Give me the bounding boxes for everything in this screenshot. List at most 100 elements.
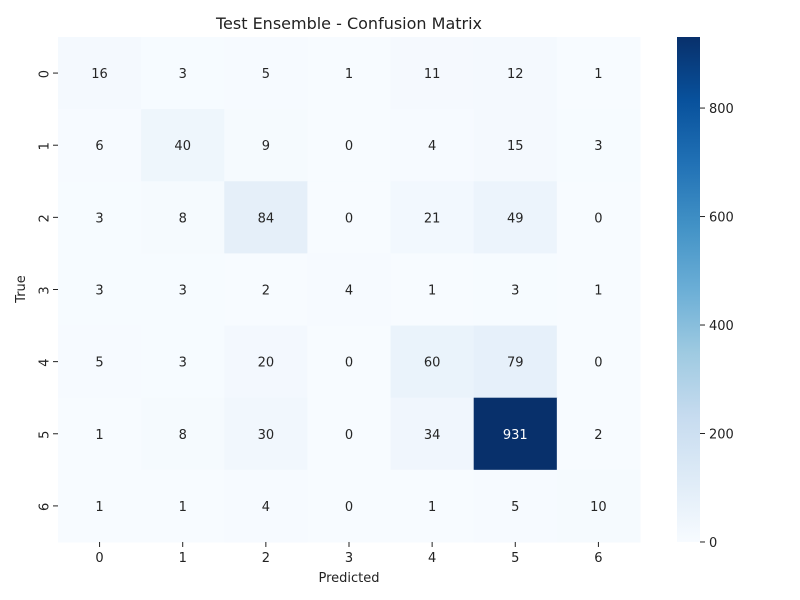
cell-value-label: 12: [507, 67, 524, 82]
cell-value-label: 1: [428, 500, 436, 515]
heatmap-cell: [141, 181, 225, 254]
heatmap-cell: [141, 253, 225, 327]
cell-value-label: 6: [95, 139, 103, 154]
heatmap-cell: [307, 181, 392, 254]
cell-value-label: 60: [424, 356, 441, 371]
cell-value-label: 1: [345, 67, 353, 82]
heatmap-cell: [556, 181, 641, 254]
cell-value-label: 9: [262, 139, 270, 154]
cell-value-label: 11: [424, 67, 441, 82]
cell-value-label: 30: [258, 428, 275, 443]
cell-value-label: 5: [95, 356, 103, 371]
heatmap-cell: [58, 181, 142, 254]
heatmap-cell: [141, 325, 225, 399]
cell-value-label: 1: [95, 428, 103, 443]
heatmap-cell: [556, 325, 641, 399]
heatmap-cell: [58, 253, 142, 327]
x-axis-label: Predicted: [318, 571, 379, 586]
cell-value-label: 3: [594, 139, 602, 154]
colorbar-tick-label: 400: [709, 319, 734, 334]
heatmap-cell: [58, 469, 142, 543]
heatmap-cell: [473, 109, 558, 182]
cell-value-label: 0: [594, 356, 602, 371]
heatmap-cell: [307, 253, 392, 327]
cell-value-label: 3: [179, 283, 187, 298]
cell-value-label: 931: [503, 428, 528, 443]
heatmap-cell: [224, 181, 308, 254]
cell-value-label: 34: [424, 428, 441, 443]
cell-value-label: 5: [511, 500, 519, 515]
heatmap-cell: [307, 325, 392, 399]
heatmap-cell: [307, 397, 392, 471]
cell-value-label: 15: [507, 139, 524, 154]
cell-value-label: 1: [594, 283, 602, 298]
cell-value-label: 84: [258, 211, 275, 226]
cell-value-label: 8: [179, 211, 187, 226]
heatmap-cell: [473, 325, 558, 399]
heatmap-cell: [390, 325, 475, 399]
x-tick-label: 2: [262, 551, 270, 566]
cell-value-label: 3: [95, 283, 103, 298]
y-tick-label: 2: [38, 214, 53, 222]
heatmap-cell: [141, 109, 225, 182]
x-tick-label: 6: [594, 551, 602, 566]
cell-value-label: 1: [179, 500, 187, 515]
colorbar: 0 200 400 600 800: [677, 37, 734, 551]
heatmap-cell: [141, 37, 225, 110]
y-tick-label: 5: [38, 431, 53, 439]
colorbar-tick-label: 600: [709, 211, 734, 226]
x-tick-label: 1: [179, 551, 187, 566]
heatmap-cell: [556, 469, 641, 543]
colorbar-tick-label: 200: [709, 427, 734, 442]
heatmap-cell: [556, 109, 641, 182]
colorbar-tick-label: 800: [709, 102, 734, 117]
cell-value-label: 20: [258, 356, 275, 371]
x-tick-label: 3: [345, 551, 353, 566]
heatmap-cell: [556, 253, 641, 327]
cell-value-label: 3: [95, 211, 103, 226]
cell-value-label: 0: [345, 211, 353, 226]
heatmap-cell: [307, 469, 392, 543]
cell-value-label: 1: [594, 67, 602, 82]
heatmap-cell: [224, 253, 308, 327]
cell-value-label: 49: [507, 211, 524, 226]
heatmap-cell: [58, 325, 142, 399]
heatmap-cell: [58, 37, 142, 110]
cell-value-label: 0: [345, 428, 353, 443]
cell-value-label: 2: [594, 428, 602, 443]
y-tick-label: 0: [38, 70, 53, 78]
heatmap-cell: [556, 37, 641, 110]
y-axis-ticks: 0 1 2 3 4 5 6: [38, 70, 58, 511]
x-tick-label: 4: [428, 551, 436, 566]
cell-value-label: 3: [511, 283, 519, 298]
cell-value-label: 2: [262, 283, 270, 298]
colorbar-gradient: [677, 37, 700, 542]
cell-value-label: 3: [179, 67, 187, 82]
heatmap-cell: [224, 325, 308, 399]
heatmap-cell: [224, 37, 308, 110]
heatmap-cell: [473, 181, 558, 254]
cell-value-label: 0: [594, 211, 602, 226]
heatmap-cell: [224, 469, 308, 543]
y-tick-label: 1: [38, 142, 53, 150]
cell-value-label: 40: [174, 139, 191, 154]
x-tick-label: 5: [511, 551, 519, 566]
heatmap-cell: [224, 397, 308, 471]
heatmap-cell: [224, 109, 308, 182]
heatmap-cell: [141, 469, 225, 543]
cell-value-label: 1: [428, 283, 436, 298]
cell-value-label: 0: [345, 139, 353, 154]
cell-value-label: 10: [590, 500, 607, 515]
cell-value-label: 3: [179, 356, 187, 371]
heatmap-cell: [141, 397, 225, 471]
heatmap-cell: [58, 397, 142, 471]
x-tick-label: 0: [95, 551, 103, 566]
colorbar-tick-label: 0: [709, 536, 717, 551]
x-axis-ticks: 0 1 2 3 4 5 6: [95, 541, 603, 566]
heatmap-cell: [58, 109, 142, 182]
cell-value-label: 0: [345, 356, 353, 371]
heatmap-cell: [390, 37, 475, 110]
heatmap-cell: [307, 109, 392, 182]
heatmap-cell: [473, 253, 558, 327]
